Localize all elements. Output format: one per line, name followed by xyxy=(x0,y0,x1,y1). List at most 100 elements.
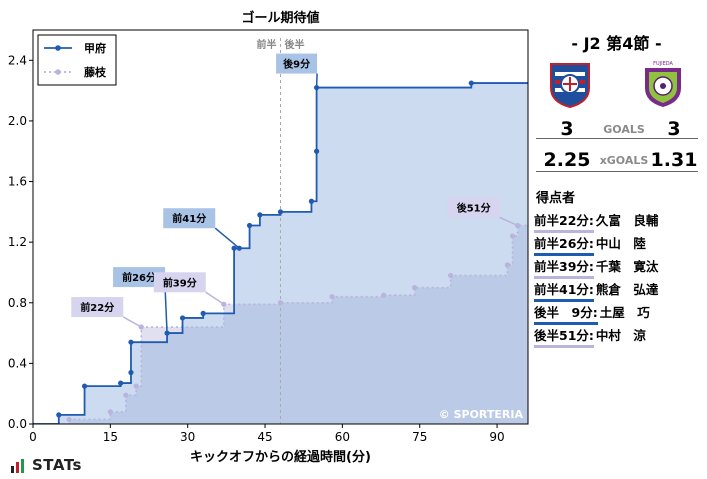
scorer-time: 後半 9分: xyxy=(534,302,598,325)
goals-label: GOALS xyxy=(603,123,645,136)
y-tick-label: 2.0 xyxy=(8,114,27,128)
annotation-box xyxy=(71,297,124,318)
xgoals-label: xGOALS xyxy=(599,154,649,167)
data-point xyxy=(179,315,186,321)
annotation-box xyxy=(163,208,216,229)
annotation-label: 前41分 xyxy=(172,212,206,225)
data-point xyxy=(308,198,315,204)
annotation: 前22分 xyxy=(71,297,142,328)
kofu-crest-icon xyxy=(550,63,590,108)
y-tick-label: 1.6 xyxy=(8,175,27,189)
data-point xyxy=(133,383,139,389)
scorer-player: 久富 良輔 xyxy=(595,213,659,228)
legend-marker xyxy=(55,69,61,75)
data-point xyxy=(509,233,516,239)
y-tick-label: 2.4 xyxy=(8,53,27,67)
x-tick-label: 90 xyxy=(489,430,504,444)
scorer-row: 前半41分: 熊倉 弘達 xyxy=(534,279,659,302)
scorer-row: 後半 9分: 土屋 巧 xyxy=(534,302,650,325)
watermark: © SPORTERIA xyxy=(439,408,524,421)
half-label-first: 前半 xyxy=(257,38,277,51)
scorer-row: 前半22分: 久富 良輔 xyxy=(534,210,659,233)
data-point xyxy=(66,416,72,423)
annotation: 前41分 xyxy=(163,208,240,249)
data-point xyxy=(118,380,124,386)
data-point xyxy=(504,262,510,268)
data-point xyxy=(277,300,284,306)
brand-text: STATs xyxy=(32,456,82,474)
annotation-label: 前39分 xyxy=(163,276,197,289)
half-label-second: 後半 xyxy=(285,38,305,51)
scorer-player: 千葉 寛汰 xyxy=(595,259,659,274)
data-point xyxy=(246,222,253,229)
scorer-row: 後半51分: 中村 涼 xyxy=(534,325,646,348)
annotation-arrow xyxy=(164,287,168,334)
annotation-label: 後9分 xyxy=(283,58,310,71)
chart-title: ゴール期待値 xyxy=(241,10,319,26)
x-tick-label: 0 xyxy=(29,430,37,444)
plot-frame xyxy=(32,29,529,425)
data-point xyxy=(411,285,418,291)
data-point xyxy=(56,412,62,418)
home-xg: 2.25 xyxy=(543,149,591,171)
x-tick-label: 15 xyxy=(103,430,118,444)
x-tick-label: 45 xyxy=(257,430,272,444)
fujieda-crest-icon: FUJIEDA xyxy=(645,61,681,107)
series-area-0 xyxy=(33,83,528,424)
annotation-arrow xyxy=(205,291,225,305)
data-point xyxy=(81,383,88,389)
scorer-time: 前半39分: xyxy=(534,256,594,279)
annotation-box xyxy=(113,267,166,288)
series-area-1 xyxy=(33,225,528,424)
x-tick-label: 60 xyxy=(335,430,350,444)
data-point xyxy=(468,80,474,86)
scorer-player: 熊倉 弘達 xyxy=(595,282,659,297)
scorer-player: 土屋 巧 xyxy=(599,305,650,320)
stats-logo-icon xyxy=(11,459,24,473)
y-tick-label: 0.4 xyxy=(8,356,27,370)
fujieda-crest-text: FUJIEDA xyxy=(653,61,673,67)
annotation-arrow xyxy=(499,216,518,227)
goals-row: 3 GOALS 3 xyxy=(536,118,698,140)
annotation: 前26分 xyxy=(113,267,168,334)
scorer-time: 前半26分: xyxy=(534,233,594,256)
annotation-label: 後51分 xyxy=(457,201,491,214)
x-axis-label: キックオフからの経過時間(分) xyxy=(190,449,371,465)
annotation-box xyxy=(153,272,206,293)
data-point xyxy=(313,148,320,154)
data-point xyxy=(128,369,134,376)
y-tick-label: 1.2 xyxy=(8,235,27,249)
data-point xyxy=(329,294,335,300)
annotation: 後9分 xyxy=(276,53,318,88)
divider xyxy=(536,171,698,172)
annotation-arrow xyxy=(122,316,142,328)
annotation-label: 前26分 xyxy=(122,271,156,284)
scorer-time: 後半51分: xyxy=(534,325,594,348)
data-point xyxy=(107,409,113,415)
data-point xyxy=(381,292,387,298)
annotation-arrow xyxy=(214,227,240,249)
match-title: - J2 第4節 - xyxy=(571,34,662,53)
annotation-box xyxy=(447,197,500,218)
x-tick-label: 75 xyxy=(412,430,427,444)
annotation-label: 前22分 xyxy=(80,301,114,314)
legend-box xyxy=(37,34,117,86)
scorer-row: 前半39分: 千葉 寛汰 xyxy=(534,256,659,279)
data-point xyxy=(277,209,284,215)
data-point xyxy=(123,392,129,398)
data-point xyxy=(128,339,134,345)
away-xg: 1.31 xyxy=(650,149,698,171)
scorers-title: 得点者 xyxy=(536,191,576,206)
data-point xyxy=(231,245,237,251)
annotation: 後51分 xyxy=(447,197,518,227)
scorer-player: 中山 陸 xyxy=(595,236,646,251)
scorer-time: 前半41分: xyxy=(534,279,594,302)
annotation-box xyxy=(276,53,318,74)
annotation-arrow xyxy=(315,73,318,88)
data-point xyxy=(448,272,454,279)
scorer-row: 前半26分: 中山 陸 xyxy=(534,233,646,256)
annotation: 前39分 xyxy=(153,272,225,305)
legend-label: 甲府 xyxy=(84,41,106,55)
